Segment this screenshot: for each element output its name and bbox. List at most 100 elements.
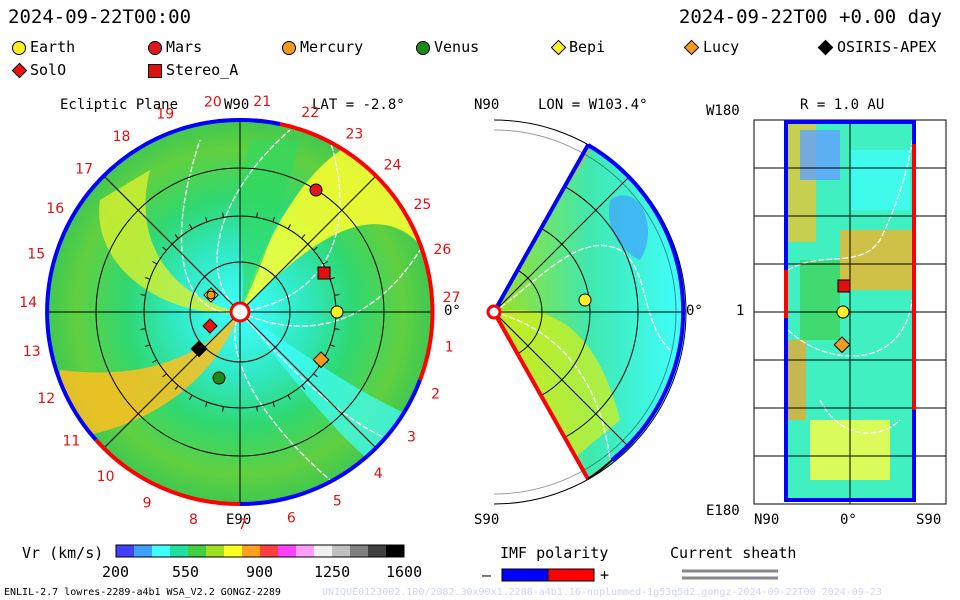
imf-minus: – — [482, 566, 492, 584]
venus-marker — [212, 371, 226, 385]
orbit-tick — [330, 344, 336, 347]
colorbar-label: Vr (km/s) — [22, 544, 104, 562]
colorbar-segment — [350, 545, 369, 557]
radial-bottom-left: N90 — [754, 512, 780, 528]
carrington-tick-label: 10 — [97, 469, 115, 485]
mercury-marker-icon — [282, 41, 296, 55]
carrington-tick-label: 17 — [75, 161, 93, 177]
orbit-tick — [205, 216, 208, 222]
orbit-tick — [272, 402, 275, 408]
orbit-tick — [287, 394, 291, 400]
carrington-tick-label: 13 — [23, 344, 41, 360]
meridional-lon-label: LON = W103.4° — [538, 97, 648, 113]
carrington-tick-label: 15 — [27, 247, 45, 263]
earth-marker-icon — [12, 41, 26, 55]
radial-panel — [753, 119, 947, 505]
orbit-tick — [222, 212, 224, 218]
carrington-tick-label: 18 — [113, 129, 131, 145]
orbit-tick — [162, 246, 167, 251]
radial-bottom-mid: 0° — [840, 512, 857, 528]
mars-marker-icon — [148, 41, 162, 55]
orbit-tick — [313, 246, 318, 251]
orbit-tick — [301, 385, 306, 390]
carrington-tick-label: 16 — [46, 201, 64, 217]
carrington-tick-label: 12 — [37, 391, 55, 407]
legend-osiris-apex: OSIRIS-APEX — [837, 38, 937, 56]
orbit-tick — [313, 373, 318, 378]
colorbar-segment — [170, 545, 189, 557]
orbit-tick — [334, 294, 340, 296]
stereo-a-marker-icon — [148, 64, 162, 78]
meridional-top-label: N90 — [474, 97, 500, 113]
carrington-tick-label: 23 — [345, 127, 363, 143]
colorbar — [115, 544, 405, 558]
legend-solo: SolO — [30, 61, 67, 79]
colorbar-segment — [386, 545, 405, 557]
colorbar-tick-1600: 1600 — [386, 563, 423, 581]
stereo-a-marker — [317, 266, 331, 280]
colorbar-segment — [260, 545, 279, 557]
legend-stereo-a: Stereo_A — [166, 61, 239, 79]
carrington-tick-label: 2 — [431, 387, 440, 403]
carrington-tick-label: 11 — [62, 434, 80, 450]
carrington-tick-label: 19 — [156, 107, 174, 123]
mars-marker — [309, 183, 323, 197]
orbit-tick — [330, 277, 336, 280]
radial-left-bottom: E180 — [706, 503, 740, 519]
carrington-tick-label: 7 — [238, 517, 247, 533]
carrington-tick-label: 26 — [433, 242, 451, 258]
imf-polarity-bar — [501, 568, 595, 582]
colorbar-tick-550: 550 — [172, 563, 200, 581]
colorbar-tick-900: 900 — [246, 563, 274, 581]
footer-left: ENLIL-2.7 lowres-2289-a4b1 WSA_V2.2 GONG… — [4, 587, 281, 598]
meridional-bottom-label: S90 — [474, 512, 500, 528]
meridional-right-label: 0° — [686, 303, 703, 319]
orbit-tick — [334, 328, 340, 330]
orbit-tick — [256, 212, 258, 218]
legend-mercury: Mercury — [300, 38, 364, 56]
orbit-tick — [222, 406, 224, 412]
colorbar-segment — [224, 545, 243, 557]
orbit-tick — [272, 216, 275, 222]
orbit-tick — [174, 385, 179, 390]
ecliptic-title: Ecliptic Plane — [60, 97, 179, 113]
ecliptic-bottom-label: E90 — [226, 512, 252, 528]
mercury-marker — [206, 290, 216, 300]
carrington-tick-label: 6 — [287, 511, 296, 527]
carrington-tick-label: 14 — [19, 295, 37, 311]
colorbar-segment — [152, 545, 171, 557]
carrington-tick-label: 22 — [301, 105, 319, 121]
imf-label: IMF polarity — [500, 544, 609, 562]
current-sheath-lines — [682, 569, 778, 580]
orbit-tick — [189, 394, 193, 400]
colorbar-tick-200: 200 — [102, 563, 130, 581]
carrington-tick-label: 4 — [374, 466, 383, 482]
orbit-tick — [256, 406, 258, 412]
orbit-tick — [301, 234, 306, 239]
venus-marker-icon — [416, 41, 430, 55]
radial-stereo-a-marker — [837, 279, 851, 293]
colorbar-tick-1250: 1250 — [314, 563, 351, 581]
carrington-tick-label: 1 — [445, 339, 454, 355]
colorbar-segment — [278, 545, 297, 557]
timestamp-right: 2024-09-22T00 +0.00 day — [678, 6, 942, 28]
carrington-tick-label: 21 — [253, 94, 271, 110]
legend-lucy: Lucy — [703, 38, 740, 56]
orbit-tick — [322, 261, 328, 265]
legend-mars: Mars — [166, 38, 203, 56]
carrington-tick-label: 5 — [333, 493, 342, 509]
legend-venus: Venus — [434, 38, 480, 56]
colorbar-segment — [188, 545, 207, 557]
osiris-apex-marker — [190, 340, 208, 358]
orbit-tick — [152, 359, 158, 363]
ecliptic-top-label: W90 — [224, 97, 250, 113]
meridional-earth-marker — [578, 293, 592, 307]
colorbar-segment — [368, 545, 387, 557]
radial-earth-marker — [836, 305, 850, 319]
carrington-tick-label: 24 — [384, 158, 402, 174]
earth-marker — [330, 305, 344, 319]
timestamp-left: 2024-09-22T00:00 — [8, 6, 192, 28]
colorbar-frame — [115, 544, 405, 558]
colorbar-segment — [242, 545, 261, 557]
